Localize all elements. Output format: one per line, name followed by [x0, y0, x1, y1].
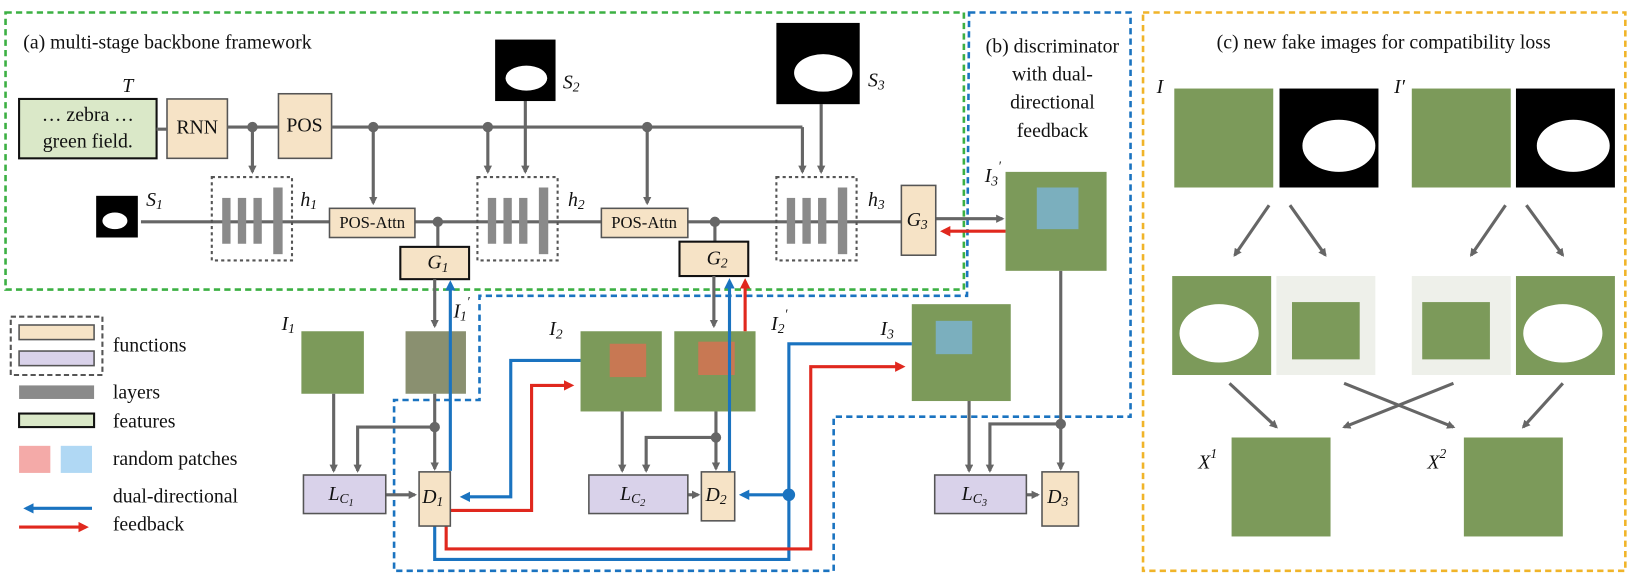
label-part: 1: [288, 321, 295, 336]
label-part: h: [300, 189, 310, 211]
label-part: L: [327, 482, 339, 504]
label-part: h: [568, 189, 578, 211]
legend-label: random patches: [113, 448, 238, 470]
image-label: I′: [1393, 76, 1406, 98]
image-label: I3′: [984, 159, 1002, 189]
shape-label: S3: [868, 69, 885, 93]
panel-title: with dual-: [1012, 64, 1093, 86]
block-label: POS-Attn: [339, 213, 405, 232]
label-part: ′: [998, 159, 1002, 174]
fake-images: [1172, 89, 1615, 537]
text-line: … zebra …: [42, 104, 134, 126]
label-part: 1: [442, 260, 449, 275]
label-part: 2: [556, 327, 563, 342]
label-part: 2: [640, 499, 645, 510]
image-label: I2: [548, 318, 563, 342]
label-part: 2: [720, 492, 727, 507]
label-part: h: [868, 189, 878, 211]
legend: [11, 317, 103, 527]
text-label: T: [122, 75, 135, 97]
label-part: D: [705, 483, 720, 505]
zebra-images: [301, 172, 1106, 412]
label-part: 3: [877, 197, 885, 212]
image-label: I2′: [770, 307, 788, 337]
label-part: ′: [785, 307, 789, 322]
text-line: green field.: [43, 130, 133, 152]
label-part: 3: [981, 499, 987, 510]
label-part: 3: [886, 327, 894, 342]
image-label: I3: [880, 318, 895, 342]
hidden-label: h3: [868, 189, 885, 213]
label-part: 1: [156, 197, 163, 212]
block-label: RNN: [176, 117, 218, 139]
panel-title: directional: [1010, 92, 1095, 114]
label-part: 3: [990, 173, 998, 188]
hidden-label: h1: [300, 189, 317, 213]
output-label: X1: [1197, 446, 1217, 473]
image-label: I1: [281, 313, 295, 337]
connectors: [141, 101, 1006, 247]
label-part: D: [421, 485, 436, 507]
block-label: POS-Attn: [611, 213, 677, 232]
label-part: 3: [877, 78, 885, 93]
label-part: 1: [1210, 446, 1217, 461]
label-part: 2: [573, 80, 580, 95]
label-part: ′: [467, 294, 471, 309]
label-part: 2: [778, 321, 785, 336]
block-label: POS: [286, 115, 322, 137]
legend-label: dual-directional: [113, 485, 239, 507]
label-part: S: [146, 189, 156, 211]
label-part: S: [868, 69, 878, 91]
label-part: L: [961, 482, 973, 504]
label-part: G: [707, 247, 721, 269]
image-label: I1′: [452, 294, 470, 324]
label-part: 1: [460, 309, 467, 324]
legend-label: layers: [113, 381, 160, 403]
shape-label: S2: [563, 71, 580, 95]
label-part: G: [907, 208, 921, 230]
panel-title: (b) discriminator: [986, 35, 1120, 57]
label-part: D: [1046, 485, 1061, 507]
hidden-label: h2: [568, 189, 585, 213]
label-part: 1: [437, 494, 444, 509]
image-label: I: [1156, 76, 1165, 98]
panel-title: (c) new fake images for compatibility lo…: [1217, 31, 1551, 53]
label-part: 1: [310, 197, 317, 212]
label-part: 3: [920, 217, 928, 232]
output-label: X2: [1426, 446, 1446, 473]
label-part: L: [619, 482, 631, 504]
shape-label: S1: [146, 189, 163, 213]
label-part: S: [563, 71, 573, 93]
diagram: (a) multi-stage backbone framework (b) d…: [0, 0, 1634, 575]
label-part: 2: [721, 256, 728, 271]
label-part: 2: [1440, 446, 1447, 461]
label-part: 3: [1061, 494, 1069, 509]
label-part: 1: [349, 499, 354, 510]
label-part: X: [1426, 451, 1440, 473]
label-part: 2: [578, 197, 585, 212]
legend-label: functions: [113, 334, 187, 356]
legend-label: features: [113, 410, 176, 432]
legend-label: feedback: [113, 514, 184, 536]
panel-title: feedback: [1017, 120, 1088, 142]
label-part: G: [427, 251, 441, 273]
label-part: X: [1197, 451, 1211, 473]
panel-title: (a) multi-stage backbone framework: [23, 31, 311, 53]
